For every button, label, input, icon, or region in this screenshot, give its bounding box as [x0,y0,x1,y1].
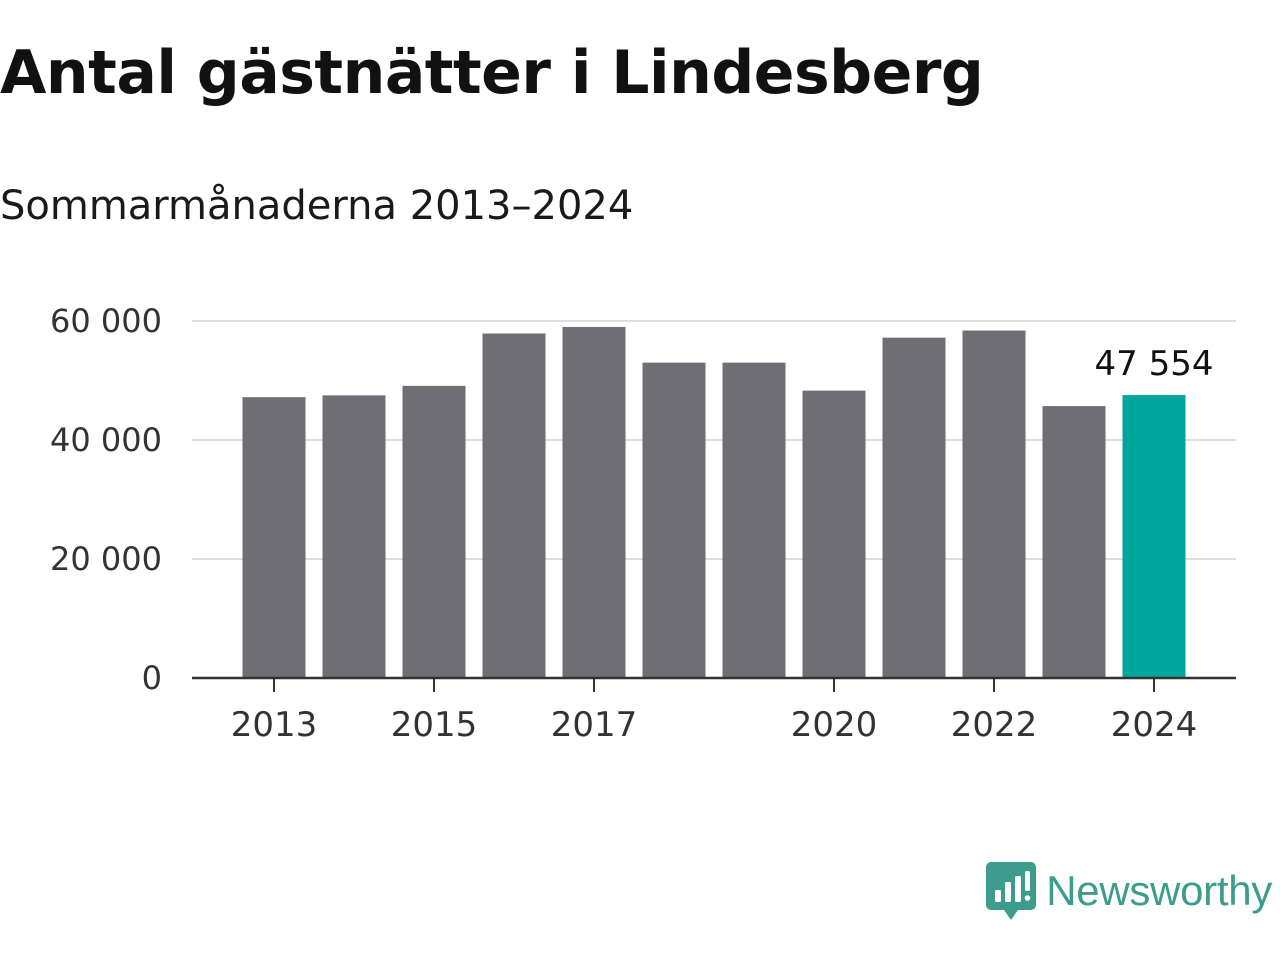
x-tick-label: 2022 [951,705,1038,745]
bar-2020 [802,390,866,678]
y-axis-tick-labels: 0 20 000 40 000 60 000 [50,302,162,697]
bar-2023 [1042,406,1106,678]
y-tick-label: 40 000 [50,421,162,459]
data-labels: 47 554 [1095,344,1214,384]
bar-2018 [642,362,706,678]
x-axis [192,676,1236,692]
bar-2024 [1122,395,1186,678]
x-tick-label: 2015 [391,705,478,745]
y-tick-label: 0 [142,659,162,697]
chart-title: Antal gästnätter i Lindesberg [0,38,984,108]
chart-subtitle: Sommarmånaderna 2013–2024 [0,183,634,229]
bar-2021 [882,337,946,678]
x-tick-label: 2020 [791,705,878,745]
bar-2015 [402,385,466,678]
bar-2014 [322,395,386,678]
y-tick-label: 60 000 [50,302,162,340]
bar-chart-speech-bubble-icon [986,862,1037,920]
x-tick-label: 2013 [231,705,318,745]
bar-2017 [562,326,626,678]
x-tick-label: 2017 [551,705,638,745]
bar-2022 [962,330,1026,678]
bars [242,326,1186,678]
x-tick-label: 2024 [1111,705,1198,745]
brand-footer: Newsworthy [986,862,1272,920]
y-tick-label: 20 000 [50,540,162,578]
x-axis-tick-labels: 2013 2015 2017 2020 2022 2024 [231,705,1198,745]
bar-2019 [722,362,786,678]
bar-2013 [242,397,306,678]
bar-2016 [482,333,546,678]
brand-name: Newsworthy [1046,867,1272,914]
data-label: 47 554 [1095,344,1214,384]
